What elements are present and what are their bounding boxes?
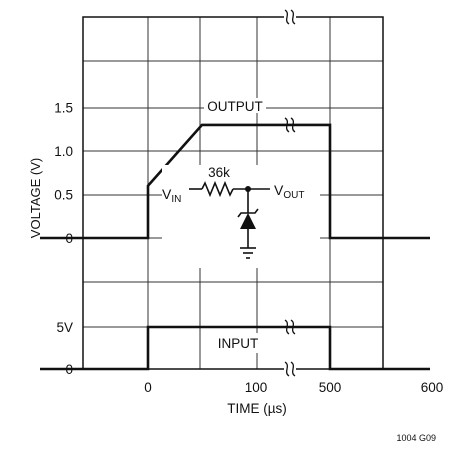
y-tick-label: 1.0 — [54, 144, 73, 159]
vin-subscript: IN — [171, 194, 181, 205]
resistor-label: 36k — [208, 165, 230, 180]
figure-id: 1004 G09 — [396, 433, 436, 443]
output-annotation: OUTPUT — [207, 99, 263, 114]
break-symbol — [290, 361, 296, 377]
input-label-bg — [212, 333, 264, 353]
x-tick-label: 0 — [144, 380, 152, 395]
break-symbol — [290, 9, 296, 25]
circuit-schematic: VIN 36k VOUT — [162, 165, 320, 268]
y-axis-label: VOLTAGE (V) — [28, 158, 43, 238]
vout-subscript: OUT — [283, 190, 304, 201]
x-axis-label: TIME (µs) — [227, 401, 287, 416]
x-tick-label: 500 — [319, 380, 342, 395]
resistor-symbol — [201, 180, 234, 198]
y-tick-label: 0.5 — [54, 188, 73, 203]
output-label-bg — [204, 98, 266, 113]
output-trace — [40, 123, 430, 240]
vin-label: VIN — [162, 186, 181, 205]
break-mask — [284, 10, 296, 24]
y-tick-label: 0 — [65, 231, 73, 246]
break-mask — [284, 362, 296, 376]
input-annotation: INPUT — [218, 336, 259, 351]
circuit-bg — [162, 165, 320, 268]
zener-triangle — [240, 213, 256, 229]
x-tick-label: 100 — [245, 380, 268, 395]
input-trace — [40, 325, 430, 371]
y-tick-label: 0 — [65, 362, 73, 377]
break-symbol — [284, 361, 290, 377]
break-symbol — [284, 9, 290, 25]
y-tick-label: 5V — [56, 320, 73, 335]
y-tick-label: 1.5 — [54, 101, 73, 116]
x-tick-label: 600 — [421, 380, 444, 395]
plot-frame — [82, 16, 384, 370]
vout-label: VOUT — [274, 182, 304, 201]
